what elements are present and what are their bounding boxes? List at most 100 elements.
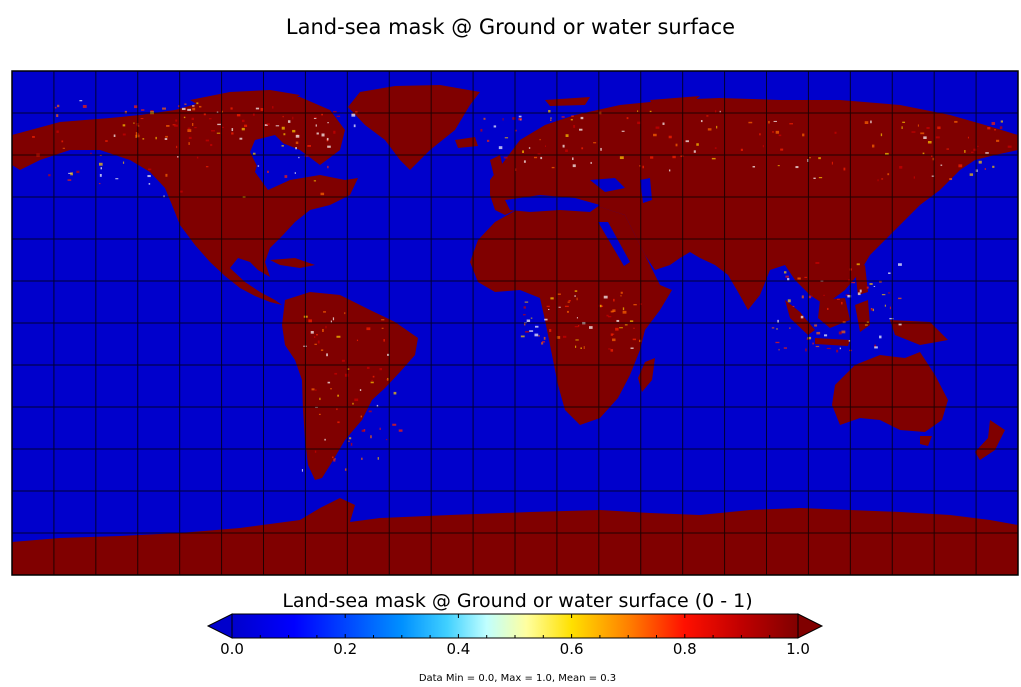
coastal-pixel bbox=[98, 162, 103, 166]
coastal-pixel bbox=[323, 311, 326, 313]
coastal-pixel bbox=[165, 135, 168, 138]
colorbar-label: Land-sea mask @ Ground or water surface … bbox=[282, 590, 753, 612]
coastal-pixel bbox=[135, 132, 138, 135]
coastal-pixel bbox=[574, 290, 578, 292]
coastal-pixel bbox=[985, 152, 989, 154]
coastal-pixel bbox=[540, 156, 543, 160]
coastal-pixel bbox=[809, 157, 811, 159]
coastal-pixel bbox=[179, 190, 183, 193]
coastal-pixel bbox=[493, 125, 497, 128]
coastal-pixel bbox=[573, 124, 576, 128]
coastal-pixel bbox=[866, 321, 869, 323]
coastal-pixel bbox=[772, 131, 774, 133]
coastal-pixel bbox=[557, 293, 561, 295]
coastal-pixel bbox=[789, 123, 793, 125]
coastal-pixel bbox=[913, 176, 915, 179]
coastal-pixel bbox=[216, 111, 219, 113]
coastal-pixel bbox=[787, 278, 790, 281]
coastal-pixel bbox=[313, 336, 316, 338]
coastal-pixel bbox=[141, 109, 145, 111]
coastal-pixel bbox=[920, 132, 925, 135]
coastal-pixel bbox=[178, 105, 181, 108]
coastal-pixel bbox=[307, 144, 311, 147]
coastal-pixel bbox=[503, 156, 508, 159]
coastal-pixel bbox=[347, 368, 350, 370]
coastal-pixel bbox=[879, 335, 882, 339]
coastal-pixel bbox=[122, 161, 125, 164]
coastal-pixel bbox=[62, 147, 65, 149]
coastal-pixel bbox=[184, 103, 187, 105]
coastal-pixel bbox=[331, 456, 334, 459]
coastal-pixel bbox=[311, 388, 315, 391]
coastal-pixel bbox=[301, 469, 304, 472]
coastal-pixel bbox=[133, 122, 135, 124]
coastal-pixel bbox=[800, 315, 804, 319]
coastal-pixel bbox=[792, 305, 795, 308]
coastal-pixel bbox=[613, 298, 615, 302]
coastal-pixel bbox=[48, 174, 51, 177]
coastal-pixel bbox=[336, 115, 341, 117]
coastal-pixel bbox=[1000, 120, 1003, 123]
cuba bbox=[270, 258, 315, 268]
coastal-pixel bbox=[99, 173, 102, 177]
coastal-pixel bbox=[538, 335, 540, 337]
coastal-pixel bbox=[826, 307, 829, 310]
colorbar-extend-low bbox=[206, 613, 233, 639]
coastal-pixel bbox=[315, 333, 318, 336]
coastal-pixel bbox=[354, 398, 359, 402]
coastal-pixel bbox=[808, 295, 812, 299]
coastal-pixel bbox=[537, 153, 541, 156]
coastal-pixel bbox=[978, 160, 982, 164]
coastal-pixel bbox=[836, 298, 840, 300]
coastal-pixel bbox=[897, 263, 902, 266]
colorbar-tick-label: 0.4 bbox=[446, 640, 471, 658]
coastal-pixel bbox=[486, 139, 490, 142]
coastal-pixel bbox=[122, 124, 126, 127]
coastal-pixel bbox=[392, 423, 397, 426]
coastal-pixel bbox=[520, 335, 525, 338]
coastal-pixel bbox=[841, 330, 846, 334]
coastal-pixel bbox=[324, 438, 326, 441]
coastal-pixel bbox=[330, 388, 332, 390]
coastal-pixel bbox=[826, 347, 831, 349]
coastal-pixel bbox=[777, 165, 780, 167]
coastal-pixel bbox=[973, 148, 977, 151]
coastal-pixel bbox=[579, 128, 583, 131]
coastal-pixel bbox=[813, 177, 816, 179]
coastal-pixel bbox=[68, 172, 72, 174]
coastal-pixel bbox=[105, 140, 108, 142]
coastal-pixel bbox=[216, 132, 221, 134]
coastal-pixel bbox=[137, 125, 140, 127]
coastal-pixel bbox=[541, 342, 544, 345]
coastal-pixel bbox=[333, 130, 336, 134]
coastal-pixel bbox=[348, 440, 350, 442]
coastal-pixel bbox=[834, 131, 837, 134]
coastal-pixel bbox=[359, 389, 362, 392]
coastal-pixel bbox=[872, 308, 874, 312]
coastal-pixel bbox=[680, 154, 684, 158]
coastal-pixel bbox=[740, 148, 743, 151]
coastal-pixel bbox=[607, 315, 612, 318]
coastal-pixel bbox=[192, 105, 195, 107]
coastal-pixel bbox=[196, 102, 199, 105]
scandinavia bbox=[530, 118, 575, 162]
coastal-pixel bbox=[802, 133, 805, 137]
coastal-pixel bbox=[748, 121, 753, 124]
coastal-pixel bbox=[851, 282, 856, 284]
coastal-pixel bbox=[805, 348, 807, 352]
coastal-pixel bbox=[518, 115, 522, 118]
coastal-pixel bbox=[371, 379, 374, 381]
coastal-pixel bbox=[889, 306, 891, 310]
coastal-pixel bbox=[76, 170, 80, 174]
coastal-pixel bbox=[570, 118, 573, 121]
coastal-pixel bbox=[140, 118, 144, 120]
coastal-pixel bbox=[336, 335, 341, 338]
mediterranean-sea bbox=[505, 195, 600, 212]
coastal-pixel bbox=[600, 147, 602, 151]
coastal-pixel bbox=[504, 137, 509, 139]
sumatra bbox=[785, 300, 815, 335]
coastal-pixel bbox=[381, 319, 385, 321]
coastal-pixel bbox=[281, 145, 284, 147]
coastal-pixel bbox=[859, 289, 862, 293]
coastal-pixel bbox=[533, 156, 538, 159]
